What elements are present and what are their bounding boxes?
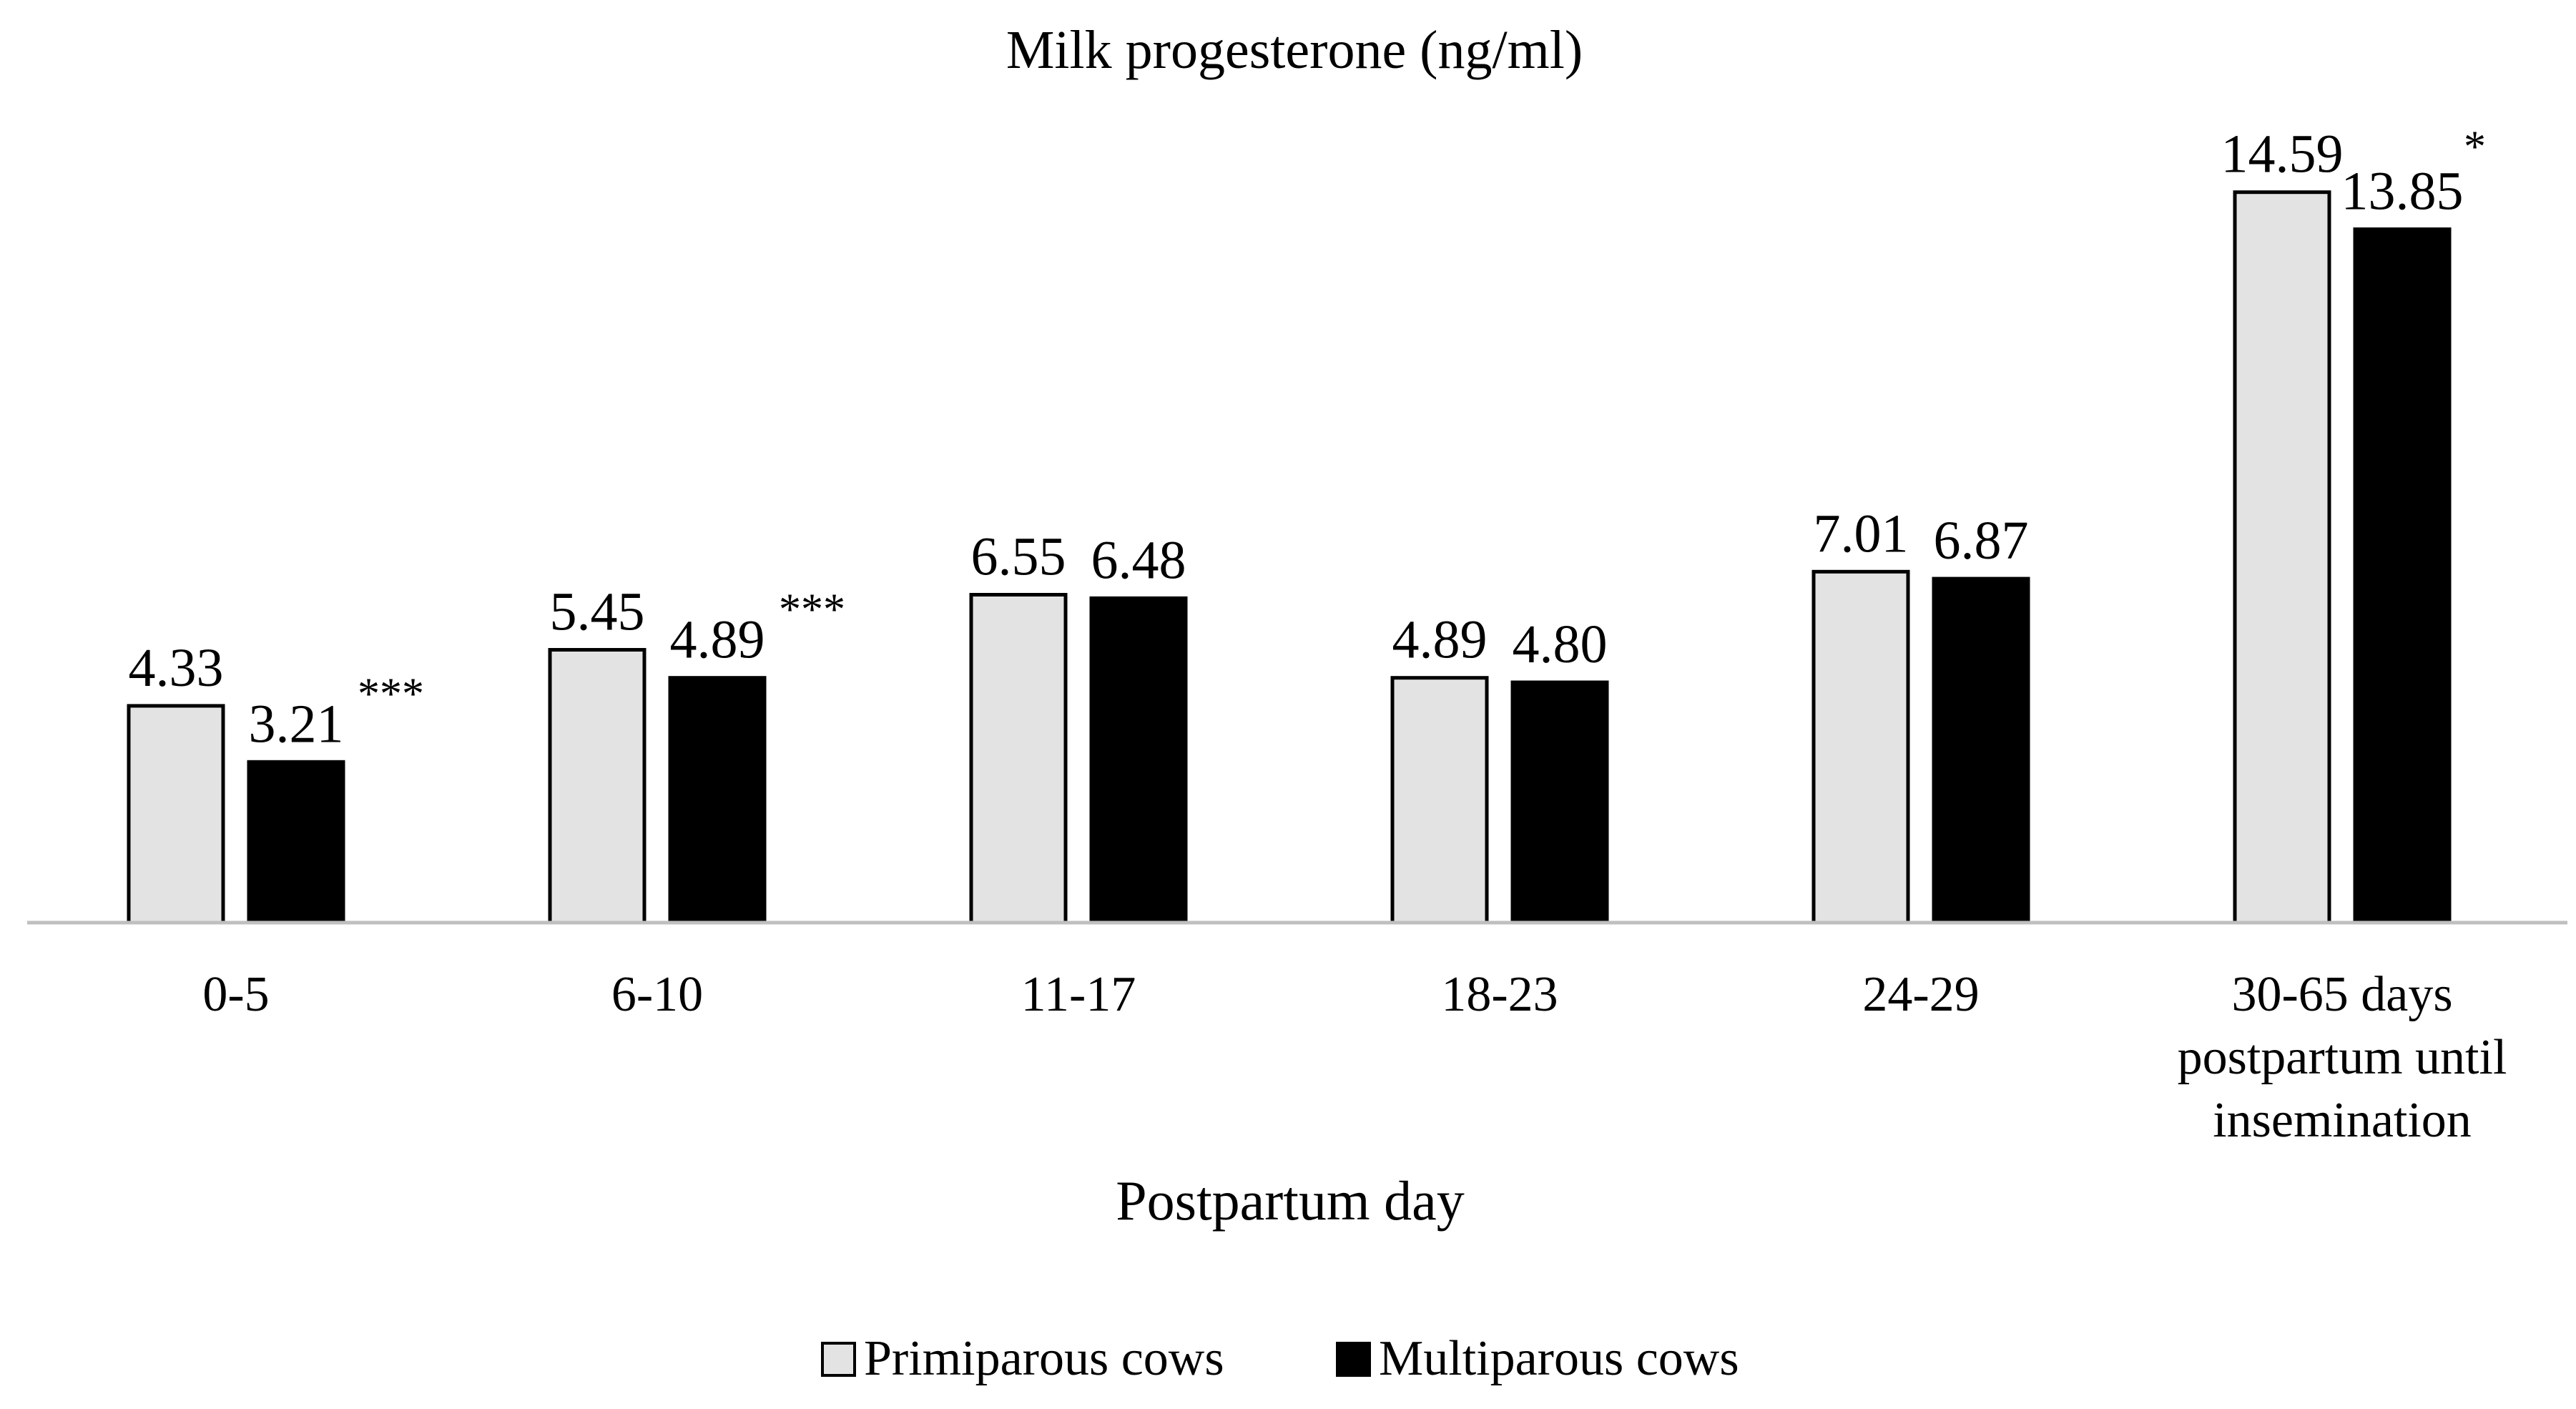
- bar-primiparous: [127, 704, 225, 925]
- bar-multiparous: [247, 760, 345, 925]
- data-label-primiparous: 4.89: [1392, 610, 1488, 670]
- significance-marker: *: [2464, 123, 2486, 172]
- data-label-primiparous: 7.01: [1814, 504, 1909, 564]
- data-label-multiparous: 4.80: [1513, 614, 1608, 674]
- data-label-multiparous: 4.89: [670, 610, 765, 670]
- data-label-multiparous: 3.21: [249, 694, 344, 754]
- data-label-multiparous: 6.87: [1934, 511, 2029, 571]
- x-tick-labels: 0-5 6-10 11-17 18-23 24-29 30-65 days postpart…: [202, 967, 2507, 1148]
- bars-group: 4.33 3.21 *** 5.45 4.89 *** 6.55 6.48 4.89 4.80 7.…: [127, 123, 2486, 925]
- x-tick-label: 11-17: [1021, 967, 1136, 1022]
- x-tick-label: 18-23: [1441, 967, 1558, 1022]
- x-tick-label: 6-10: [611, 967, 703, 1022]
- bar-multiparous: [1089, 596, 1188, 925]
- x-tick-label: 0-5: [202, 967, 269, 1022]
- bar-primiparous: [548, 648, 647, 925]
- bar-multiparous: [1932, 576, 2030, 925]
- bar-multiparous: [2353, 227, 2452, 925]
- data-label-primiparous: 14.59: [2221, 124, 2344, 185]
- significance-marker: ***: [779, 586, 845, 634]
- bar-primiparous: [1811, 569, 1910, 925]
- x-axis-title: Postpartum day: [1116, 1169, 1464, 1232]
- x-tick-label: 24-29: [1862, 967, 1979, 1022]
- bar-primiparous: [969, 593, 1068, 925]
- legend-label-primiparous: Primiparous cows: [864, 1331, 1224, 1386]
- significance-marker: ***: [358, 669, 424, 718]
- bar-primiparous: [2233, 190, 2331, 925]
- data-label-primiparous: 5.45: [550, 582, 645, 642]
- legend-swatch-multiparous: [1336, 1342, 1371, 1377]
- chart-title: Milk progesterone (ng/ml): [1006, 20, 1583, 80]
- data-label-multiparous: 6.48: [1091, 530, 1186, 590]
- bar-primiparous: [1390, 676, 1489, 925]
- data-label-primiparous: 6.55: [971, 527, 1066, 587]
- legend-label-multiparous: Multiparous cows: [1379, 1331, 1739, 1386]
- legend-swatch-primiparous: [821, 1342, 856, 1377]
- legend: Primiparous cows Multiparous cows: [821, 1331, 1739, 1386]
- x-tick-label: postpartum until: [2178, 1030, 2507, 1085]
- data-label-primiparous: 4.33: [129, 638, 224, 698]
- x-tick-label: insemination: [2213, 1093, 2472, 1148]
- x-tick-label: 30-65 days: [2231, 967, 2452, 1022]
- data-label-multiparous: 13.85: [2341, 162, 2464, 222]
- bar-multiparous: [1510, 680, 1609, 925]
- bar-multiparous: [668, 676, 767, 925]
